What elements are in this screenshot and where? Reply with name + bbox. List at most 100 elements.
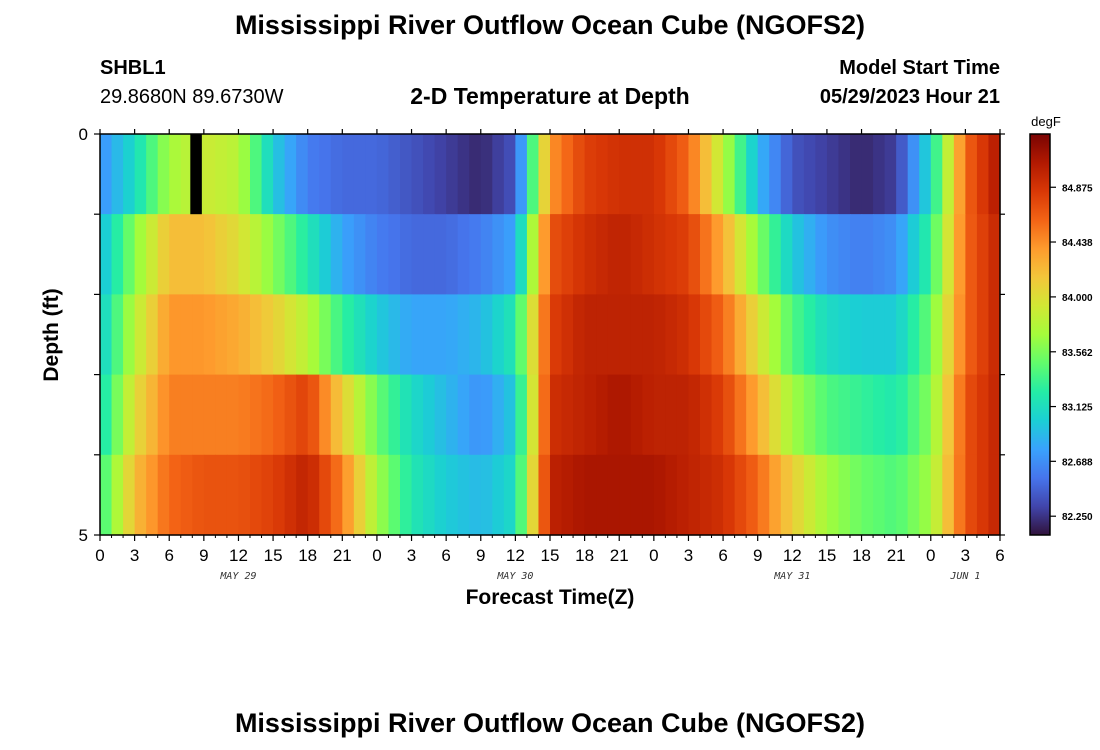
heatmap-cell: [838, 214, 851, 295]
colorbar-ticks: 84.875 84.438 84.000 83.562 83.125 82.688 82.2…: [1050, 183, 1093, 523]
heatmap-cell: [757, 134, 770, 215]
heatmap-cell: [711, 374, 724, 456]
heatmap-cell: [988, 134, 1001, 215]
heatmap-cell: [630, 454, 643, 536]
heatmap-cell: [238, 454, 251, 536]
heatmap-cell: [746, 294, 759, 376]
heatmap-cell: [400, 454, 413, 536]
heatmap-cell: [319, 374, 332, 456]
heatmap-cell: [573, 214, 586, 295]
heatmap-cell: [700, 294, 713, 376]
heatmap-cell: [250, 134, 263, 215]
heatmap-cell: [953, 374, 966, 456]
heatmap-cell: [261, 214, 274, 295]
heatmap-cell: [146, 374, 159, 456]
heatmap-cell: [942, 294, 955, 376]
heatmap-cell: [157, 374, 170, 456]
heatmap-cell: [169, 214, 182, 295]
heatmap-cell: [850, 214, 863, 295]
station-id: SHBL1: [100, 57, 166, 79]
heatmap-cell: [561, 134, 574, 215]
x-tick-label: 6: [718, 546, 727, 565]
heatmap-cell: [734, 294, 747, 376]
heatmap-cell: [815, 214, 828, 295]
heatmap-cell: [469, 454, 482, 536]
heatmap-cell: [319, 214, 332, 295]
footer-title: Mississippi River Outflow Ocean Cube (NG…: [234, 708, 866, 738]
heatmap-cell: [342, 134, 355, 215]
heatmap-cell: [526, 134, 540, 215]
heatmap-cell: [803, 454, 816, 536]
heatmap-cell: [550, 134, 563, 215]
heatmap-cell: [976, 294, 990, 376]
x-tick-label: 6: [995, 546, 1004, 565]
heatmap-cell: [434, 454, 447, 536]
heatmap-cell: [746, 454, 759, 536]
heatmap-cell: [515, 374, 528, 456]
heatmap-cell: [203, 374, 216, 456]
x-date-label: MAY 29: [219, 571, 256, 582]
heatmap-cell: [907, 214, 920, 295]
heatmap-cell: [700, 454, 713, 536]
heatmap-cell: [376, 134, 390, 215]
heatmap-cell: [492, 294, 505, 376]
heatmap-cell: [826, 214, 840, 295]
x-tick-label: 18: [298, 546, 317, 565]
y-tick-label: 5: [79, 526, 88, 545]
heatmap-cell: [861, 214, 874, 295]
heatmap-cell: [734, 454, 747, 536]
heatmap-cell: [780, 294, 793, 376]
heatmap-cell: [319, 294, 332, 376]
heatmap-cell: [723, 134, 736, 215]
heatmap-cell: [215, 134, 228, 215]
heatmap-cell: [757, 454, 770, 536]
heatmap-cell: [365, 374, 378, 456]
heatmap-cell: [723, 454, 736, 536]
heatmap-cell: [100, 214, 113, 295]
heatmap-cell: [596, 294, 609, 376]
heatmap-cell: [757, 214, 770, 295]
heatmap-cell: [769, 294, 782, 376]
heatmap-cell: [203, 294, 216, 376]
heatmap-cell: [873, 134, 886, 215]
heatmap-cell: [503, 214, 516, 295]
heatmap-cell: [653, 214, 666, 295]
heatmap-cell: [688, 134, 701, 215]
heatmap-cell: [169, 454, 182, 536]
heatmap-cell: [457, 454, 470, 536]
heatmap-cell: [400, 374, 413, 456]
heatmap-cell: [342, 374, 355, 456]
heatmap-cell: [676, 214, 690, 295]
heatmap-cell: [111, 214, 124, 295]
x-date-label: MAY 31: [773, 571, 810, 582]
heatmap-cell: [976, 134, 990, 215]
heatmap-cell: [965, 374, 978, 456]
heatmap-cell: [907, 454, 920, 536]
heatmap-cell: [123, 134, 136, 215]
heatmap-cell: [538, 214, 551, 295]
heatmap-cell: [676, 294, 690, 376]
heatmap-cell: [723, 294, 736, 376]
heatmap-cell: [134, 294, 147, 376]
heatmap-cell: [676, 134, 690, 215]
heatmap-cell: [180, 134, 193, 215]
heatmap-cell: [700, 214, 713, 295]
missing-data-cell: [190, 134, 202, 215]
heatmap-cell: [411, 374, 424, 456]
heatmap-cell: [584, 214, 597, 295]
heatmap-cell: [238, 294, 251, 376]
heatmap-cell: [584, 454, 597, 536]
heatmap-cell: [850, 134, 863, 215]
heatmap-cell: [826, 134, 840, 215]
heatmap-cell: [492, 374, 505, 456]
missing-data-cells: [190, 134, 202, 215]
heatmap-cell: [884, 134, 897, 215]
heatmap-cell: [250, 294, 263, 376]
heatmap-cell: [169, 374, 182, 456]
heatmap-cell: [561, 454, 574, 536]
heatmap-cell: [146, 134, 159, 215]
heatmap-cell: [503, 374, 516, 456]
heatmap-cell: [157, 454, 170, 536]
heatmap-cell: [226, 454, 240, 536]
heatmap-cell: [607, 134, 620, 215]
